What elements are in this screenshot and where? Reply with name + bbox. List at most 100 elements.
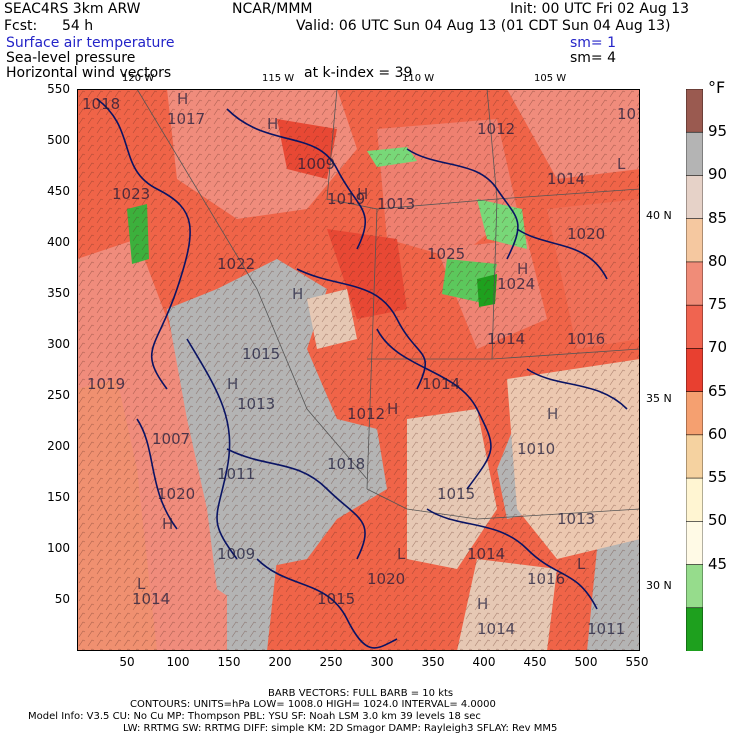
high-pressure-marker: H (387, 400, 398, 418)
y-tick-label: 400 (47, 235, 70, 249)
high-pressure-marker: H (177, 90, 188, 108)
legend-label: 45 (708, 554, 728, 573)
lat-label-30n: 30 N (646, 579, 672, 592)
x-tick-label: 50 (119, 655, 135, 669)
legend-swatch (686, 607, 703, 651)
isobar-value: 1013 (237, 395, 275, 413)
high-pressure-marker: H (477, 595, 488, 613)
isobar-value: 1009 (217, 545, 255, 563)
x-tick-label: 250 (319, 655, 343, 669)
high-pressure-marker: H (357, 185, 368, 203)
high-pressure-marker: H (547, 405, 558, 423)
field-temperature: Surface air temperature (6, 35, 175, 51)
color-legend (686, 89, 703, 651)
legend-swatch (686, 348, 703, 393)
isobar-value: 1011 (217, 465, 255, 483)
isobar-value: 1020 (567, 225, 605, 243)
x-tick-label: 100 (166, 655, 190, 669)
y-tick-label: 250 (47, 388, 70, 402)
field-pressure: Sea-level pressure (6, 50, 136, 66)
legend-label: 90 (708, 165, 728, 184)
map-frame (77, 89, 640, 651)
legend-label: 55 (708, 468, 728, 487)
state-boundaries (136, 89, 640, 520)
y-tick-label: 100 (47, 541, 70, 555)
lat-label-35n: 35 N (646, 392, 672, 405)
isobar-value: 1016 (527, 570, 565, 588)
init-time: Init: 00 UTC Fri 02 Aug 13 (510, 1, 690, 17)
isobar-value: 1011 (587, 620, 625, 638)
isobar-value: 1020 (157, 485, 195, 503)
x-tick-label: 450 (523, 655, 547, 669)
isobar-value: 1015 (437, 485, 475, 503)
lon-label-110w: 110 W (402, 73, 435, 84)
isobar-value: 1013 (557, 510, 595, 528)
isobar-value: 1015 (242, 345, 280, 363)
model-info-line1: Model Info: V3.5 CU: No Cu MP: Thompson … (28, 711, 481, 722)
high-pressure-marker: H (227, 375, 238, 393)
field-pressure-smoothing: sm= 4 (570, 50, 617, 66)
isobar-value: 1014 (467, 545, 505, 563)
y-tick-label: 150 (47, 490, 70, 504)
isobar-value: 1014 (132, 590, 170, 608)
isobar-value: 1018 (82, 95, 120, 113)
x-tick-label: 400 (472, 655, 496, 669)
y-tick-label: 300 (47, 337, 70, 351)
legend-swatch (686, 131, 703, 177)
legend-swatch (686, 477, 703, 523)
y-tick-label: 200 (47, 439, 70, 453)
legend-swatch (686, 304, 703, 350)
legend-label: 95 (708, 122, 728, 141)
low-pressure-marker: L (617, 155, 626, 173)
x-tick-label: 500 (574, 655, 598, 669)
isobar-value: 1009 (297, 155, 335, 173)
y-tick-label: 500 (47, 133, 70, 147)
isobar-value: 1014 (547, 170, 585, 188)
high-pressure-marker: H (517, 260, 528, 278)
lon-label-115w: 115 W (262, 73, 295, 84)
legend-swatch (686, 89, 703, 134)
isobar-value: 1014 (477, 620, 515, 638)
legend-label: 50 (708, 511, 728, 530)
isobar-value: 1025 (427, 245, 465, 263)
legend-swatch (686, 391, 703, 436)
legend-swatch (686, 261, 703, 306)
isobar-value: 1010 (517, 440, 555, 458)
legend-swatch (686, 564, 703, 609)
isobar-value: 1007 (152, 430, 190, 448)
model-info-line2: LW: RRTMG SW: RRTMG DIFF: simple KM: 2D … (123, 723, 558, 734)
isobar-value: 1014 (487, 330, 525, 348)
isobar-value: 1018 (327, 455, 365, 473)
isobar-value: 1024 (497, 275, 535, 293)
high-pressure-marker: H (267, 115, 278, 133)
legend-swatch (686, 175, 703, 220)
valid-time: Valid: 06 UTC Sun 04 Aug 13 (01 CDT Sun … (296, 18, 671, 34)
lon-label-120w: 120 W (122, 73, 155, 84)
forecast-label: Fcst: (4, 18, 38, 34)
isobar-value: 1016 (567, 330, 605, 348)
low-pressure-marker: L (577, 555, 586, 573)
legend-label: 80 (708, 251, 728, 270)
legend-label: 75 (708, 295, 728, 314)
isobar-value: 1020 (367, 570, 405, 588)
y-tick-label: 50 (54, 592, 70, 606)
x-tick-label: 200 (268, 655, 292, 669)
legend-swatch (686, 218, 703, 263)
x-tick-label: 150 (217, 655, 241, 669)
field-temperature-smoothing: sm= 1 (570, 35, 617, 51)
isobar-value: 1015 (317, 590, 355, 608)
x-tick-label: 550 (625, 655, 649, 669)
contour-info: CONTOURS: UNITS=hPa LOW= 1008.0 HIGH= 10… (130, 699, 496, 710)
isobar-value: 1014 (422, 375, 460, 393)
isobar-value: 1019 (327, 190, 365, 208)
isobar-value: 1023 (112, 185, 150, 203)
y-tick-label: 450 (47, 184, 70, 198)
legend-swatch (686, 434, 703, 479)
y-tick-label: 550 (47, 82, 70, 96)
barb-info: BARB VECTORS: FULL BARB = 10 kts (268, 688, 454, 699)
legend-swatch (686, 521, 703, 566)
x-tick-label: 300 (370, 655, 394, 669)
isobar-labels: 1018 1017 1012 1016 1023 1009 1019 1013 1014 1020… (82, 90, 640, 638)
y-tick-label: 350 (47, 286, 70, 300)
isobar-value: 1017 (167, 110, 205, 128)
